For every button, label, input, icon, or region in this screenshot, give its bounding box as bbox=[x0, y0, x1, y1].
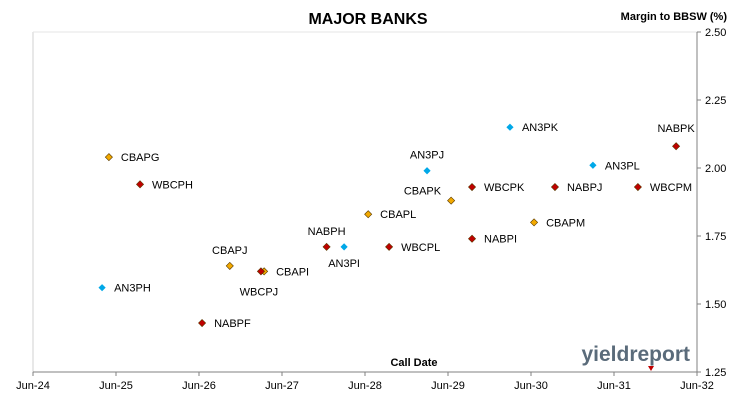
x-tick-label: Jun-26 bbox=[182, 380, 216, 392]
data-point-an3ph bbox=[98, 284, 106, 292]
point-label-cbapl: CBAPL bbox=[380, 209, 416, 221]
axes: Jun-24 Jun-25 Jun-26 Jun-27 Jun-28 Jun-29 Jun-… bbox=[16, 27, 726, 392]
data-points: CBAPG CBAPJ CBAPI CBAPL CBAPK CBAPM WBCPH NABPF… bbox=[98, 122, 695, 330]
data-point-wbcph bbox=[136, 180, 145, 189]
point-label-cbapj: CBAPJ bbox=[212, 245, 247, 257]
point-label-cbapk: CBAPK bbox=[404, 186, 442, 198]
data-point-nabpf bbox=[198, 319, 207, 328]
data-point-wbcpk bbox=[468, 183, 477, 192]
y-tick-label: 2.50 bbox=[705, 27, 726, 39]
point-label-wbcpm: WBCPM bbox=[650, 182, 692, 194]
data-point-an3pl bbox=[589, 161, 597, 169]
data-point-an3pk bbox=[506, 123, 514, 131]
point-label-an3pj: AN3PJ bbox=[410, 150, 444, 162]
data-point-cbapl bbox=[364, 210, 373, 219]
point-label-an3pk: AN3PK bbox=[522, 122, 559, 134]
y-tick-label: 2.00 bbox=[705, 163, 726, 175]
point-label-an3pi: AN3PI bbox=[328, 258, 360, 270]
point-label-nabpi: NABPI bbox=[484, 234, 517, 246]
x-tick-label: Jun-28 bbox=[348, 380, 382, 392]
data-point-wbcpj bbox=[256, 267, 265, 276]
y-tick-label: 2.25 bbox=[705, 95, 726, 107]
data-point-nabpj bbox=[550, 183, 559, 192]
point-label-an3pl: AN3PL bbox=[605, 160, 640, 172]
x-axis-label: Call Date bbox=[390, 357, 437, 369]
logo-text: yieldreport bbox=[581, 343, 690, 366]
x-tick-label: Jun-27 bbox=[265, 380, 299, 392]
data-point-nabpi bbox=[468, 234, 477, 243]
data-point-an3pj bbox=[423, 167, 431, 175]
data-point-cbapj bbox=[225, 261, 234, 270]
data-point-cbapg bbox=[104, 153, 113, 162]
point-label-wbcpk: WBCPK bbox=[484, 182, 525, 194]
point-label-an3ph: AN3PH bbox=[114, 283, 151, 295]
data-point-an3pi bbox=[340, 243, 348, 251]
x-tick-label: Jun-32 bbox=[680, 380, 714, 392]
data-point-cbapm bbox=[530, 218, 539, 227]
y-tick-label: 1.50 bbox=[705, 299, 726, 311]
x-tick-label: Jun-30 bbox=[514, 380, 548, 392]
y-tick-label: 1.75 bbox=[705, 231, 726, 243]
point-label-nabph: NABPH bbox=[308, 226, 346, 238]
x-tick-label: Jun-31 bbox=[597, 380, 631, 392]
data-point-nabpk bbox=[672, 142, 681, 151]
point-label-nabpf: NABPF bbox=[214, 318, 251, 330]
point-label-cbapm: CBAPM bbox=[546, 217, 585, 229]
point-label-cbapi: CBAPI bbox=[276, 266, 309, 278]
data-point-wbcpl bbox=[385, 242, 394, 251]
point-label-nabpj: NABPJ bbox=[567, 182, 602, 194]
x-tick-label: Jun-25 bbox=[99, 380, 133, 392]
point-label-wbcph: WBCPH bbox=[152, 179, 193, 191]
chart-title: MAJOR BANKS bbox=[308, 11, 427, 28]
point-label-wbcpl: WBCPL bbox=[401, 242, 440, 254]
y-axis-label: Margin to BBSW (%) bbox=[621, 11, 728, 23]
data-point-wbcpm bbox=[633, 183, 642, 192]
data-point-cbapk bbox=[447, 196, 456, 205]
x-tick-label: Jun-29 bbox=[431, 380, 465, 392]
point-label-cbapg: CBAPG bbox=[121, 152, 160, 164]
point-label-nabpk: NABPK bbox=[657, 123, 695, 135]
data-point-nabph bbox=[322, 242, 331, 251]
y-tick-label: 1.25 bbox=[705, 367, 726, 379]
logo-arrow-icon bbox=[648, 366, 654, 371]
point-label-wbcpj: WBCPJ bbox=[240, 286, 279, 298]
yieldreport-logo: yieldreport bbox=[581, 343, 690, 371]
x-tick-label: Jun-24 bbox=[16, 380, 50, 392]
